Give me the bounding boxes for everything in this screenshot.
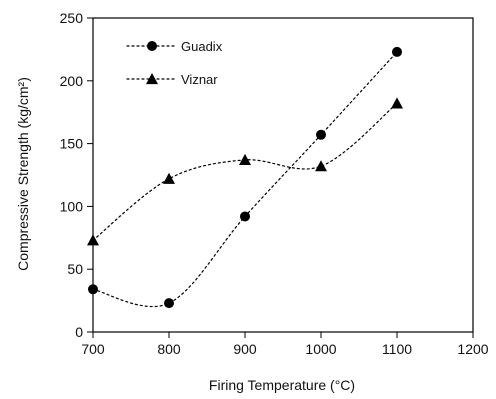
legend-marker-0 [147, 41, 157, 51]
y-tick-label: 150 [60, 136, 84, 152]
series-point-1 [315, 160, 327, 172]
y-tick-label: 50 [67, 261, 83, 277]
x-tick-label: 1000 [305, 341, 336, 357]
plot-area [92, 17, 474, 333]
series-point-1 [391, 97, 403, 109]
legend-label-1: Viznar [181, 72, 218, 87]
series-layer [87, 46, 403, 309]
y-tick-label: 250 [60, 10, 84, 26]
y-tick-label: 0 [75, 324, 83, 340]
legend-label-0: Guadix [181, 39, 223, 54]
series-point-0 [316, 129, 326, 140]
legend-marker-1 [146, 73, 158, 85]
x-tick-label: 1200 [457, 341, 488, 357]
series-point-0 [88, 284, 98, 295]
x-tick-label: 800 [157, 341, 181, 357]
legend: Guadix Viznar [126, 39, 223, 87]
x-tick-label: 1100 [382, 341, 412, 357]
series-line-0 [92, 51, 398, 308]
plot-border [92, 17, 474, 333]
series-point-0 [240, 211, 250, 222]
y-axis-label: Compressive Strength (kg/cm²) [15, 77, 31, 271]
y-tick-label: 100 [60, 198, 84, 214]
x-axis-label: Firing Temperature (°C) [209, 377, 355, 393]
series-point-0 [392, 46, 402, 57]
series-point-1 [87, 234, 99, 246]
series-point-1 [239, 153, 251, 166]
x-tick-label: 900 [233, 341, 257, 357]
series-point-1 [163, 172, 175, 184]
y-tick-label: 200 [60, 73, 84, 89]
tick-layer: 700 800 900 1000 1100 1200 0 50 100 150 200 250 [60, 10, 489, 357]
series-point-0 [164, 298, 174, 309]
x-tick-label: 700 [81, 341, 105, 357]
